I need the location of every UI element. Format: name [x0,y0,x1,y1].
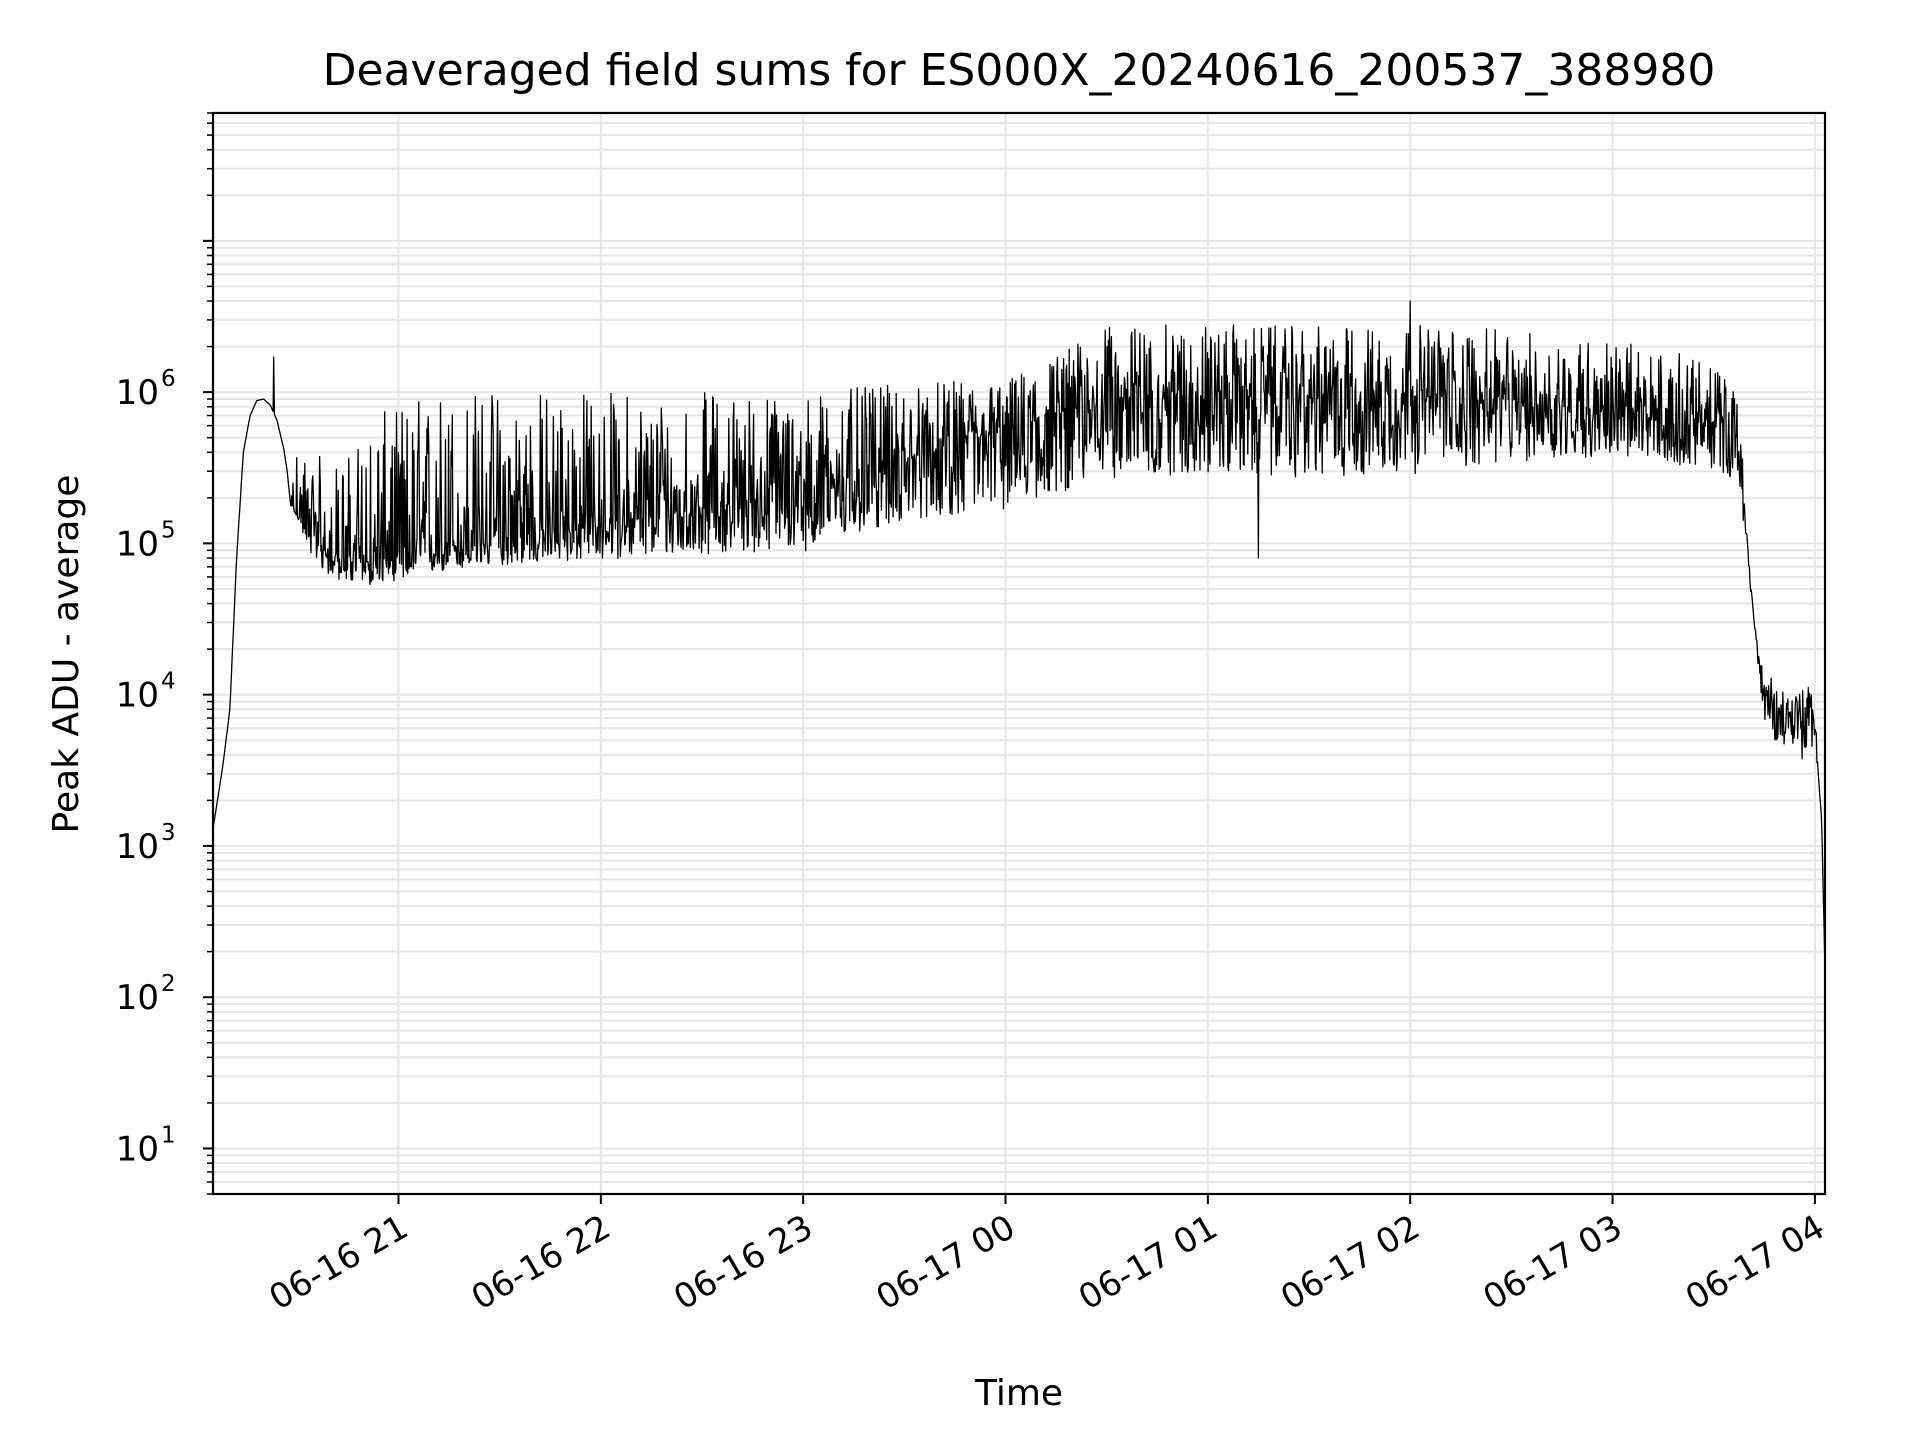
y-tick-exponent: 3 [161,820,176,846]
y-tick-label: 10 [116,676,159,716]
y-tick-exponent: 5 [161,517,176,543]
y-tick-label: 10 [116,524,159,564]
plot-frame [211,111,1827,1196]
y-tick-label: 10 [116,1129,159,1169]
y-tick-exponent: 2 [161,971,176,997]
y-tick-label: 10 [116,978,159,1018]
y-tick-exponent: 1 [161,1122,176,1148]
y-tick-label: 10 [116,827,159,867]
series-group [212,300,1826,971]
x-axis-label: Time [974,1373,1063,1414]
y-tick-exponent: 4 [161,669,176,695]
y-tick-exponent: 6 [161,366,176,392]
chart-title: Deaveraged field sums for ES000X_2024061… [323,45,1716,96]
series-line [212,300,1826,971]
y-axis-label: Peak ADU - average [46,475,87,834]
y-tick-label: 10 [116,373,159,413]
